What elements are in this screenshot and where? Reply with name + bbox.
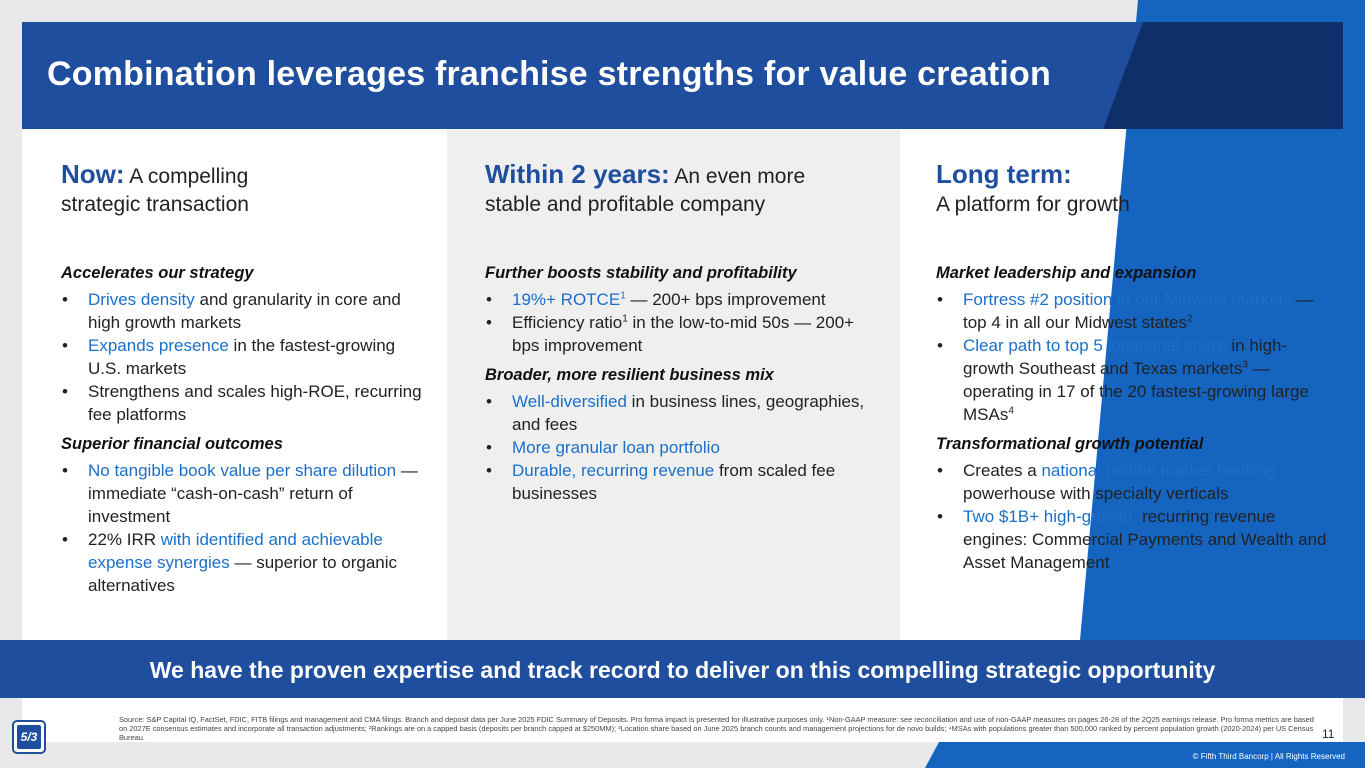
highlight-text: Fortress #2 position in our Midwest mark… — [963, 290, 1292, 309]
bullet-list: Creates a national middle market banking… — [936, 459, 1336, 574]
bullet-list: Drives density and granularity in core a… — [61, 288, 431, 426]
bullet-text: Strengthens and scales high-ROE, recurri… — [88, 382, 422, 424]
bullet-text: — immediate “cash-on-cash” return of inv… — [88, 461, 418, 526]
source-footnote: Source: S&P Capital IQ, FactSet, FDIC, F… — [119, 715, 1314, 742]
section-title: Transformational growth potential — [936, 435, 1204, 453]
list-item: Well-diversified in business lines, geog… — [485, 390, 885, 436]
bullet-text: and granularity in core and high growth … — [88, 290, 401, 332]
list-item: Durable, recurring revenue from scaled f… — [485, 459, 885, 505]
highlight-text: Drives density — [88, 290, 195, 309]
accent-footer-bar — [925, 742, 1365, 768]
bullet-text: in business lines, geographies, and fees — [512, 392, 865, 434]
bullet-text: — superior to organic alternatives — [88, 553, 398, 595]
list-item: More granular loan portfolio — [485, 436, 885, 459]
bullet-text: — operating in 17 of the 20 fastest-grow… — [963, 359, 1309, 424]
banner-text: We have the proven expertise and track r… — [149, 657, 1216, 683]
list-item: 19%+ ROTCE1 — 200+ bps improvement — [485, 288, 885, 311]
bullet-text: in the low-to-mid 50s — 200+ bps improve… — [512, 313, 855, 355]
footnote-marker: 1 — [620, 290, 626, 302]
page-number: 11 — [1322, 727, 1335, 741]
bullet-text: Creates a — [963, 461, 1042, 480]
bullet-text: recurring revenue engines: Commercial Pa… — [963, 507, 1327, 572]
bullet-list: Well-diversified in business lines, geog… — [485, 390, 885, 505]
column-within-2-years: Within 2 years: An even more stable and … — [485, 160, 885, 505]
column-subtitle: A platform for growth — [936, 193, 1130, 216]
bullet-text: Efficiency ratio — [512, 313, 623, 332]
column-lead: Now: — [61, 159, 125, 189]
bullet-list: Fortress #2 position in our Midwest mark… — [936, 288, 1336, 426]
column-heading: Within 2 years: An even more stable and … — [485, 160, 885, 262]
column-heading: Long term: A platform for growth — [936, 160, 1336, 262]
title-bar: Combination leverages franchise strength… — [22, 22, 1343, 129]
list-item: Creates a national middle market banking… — [936, 459, 1336, 505]
list-item: Expands presence in the fastest-growing … — [61, 334, 431, 380]
list-item: Drives density and granularity in core a… — [61, 288, 431, 334]
page-title: Combination leverages franchise strength… — [47, 55, 1051, 93]
bullet-text: powerhouse with specialty verticals — [963, 484, 1229, 503]
column-heading: Now: A compelling strategic transaction — [61, 160, 431, 262]
column-subtitle: strategic transaction — [61, 193, 249, 216]
bullet-text: — top 4 in all our Midwest states — [963, 290, 1314, 332]
highlight-text: with identified and achievable expense s… — [88, 530, 383, 572]
highlight-text: Expands presence — [88, 336, 229, 355]
logo-mark: 5/3 — [17, 725, 41, 749]
highlight-text: Durable, recurring revenue — [512, 461, 715, 480]
footnote-marker: 4 — [1008, 405, 1014, 417]
section-title: Accelerates our strategy — [61, 264, 254, 282]
bullet-list: No tangible book value per share dilutio… — [61, 459, 431, 597]
fifth-third-logo: 5/3 — [12, 720, 46, 754]
list-item: 22% IRR with identified and achievable e… — [61, 528, 431, 597]
column-lead: Long term: — [936, 159, 1072, 189]
bullet-text: 22% IRR — [88, 530, 161, 549]
bullet-text: in the fastest-growing U.S. markets — [88, 336, 396, 378]
highlight-text: Two $1B+ high-growth, — [963, 507, 1138, 526]
column-long-term: Long term: A platform for growth Market … — [936, 160, 1336, 574]
footnote-marker: 2 — [1186, 313, 1193, 325]
list-item: Fortress #2 position in our Midwest mark… — [936, 288, 1336, 334]
highlight-text: Well-diversified — [512, 392, 627, 411]
column-subtitle: stable and profitable company — [485, 193, 766, 216]
list-item: Clear path to top 5 locational share in … — [936, 334, 1336, 426]
copyright-text: © Fifth Third Bancorp | All Rights Reser… — [1192, 752, 1345, 761]
conclusion-banner: We have the proven expertise and track r… — [0, 640, 1365, 698]
section-title: Superior financial outcomes — [61, 435, 283, 453]
footnote-marker: 1 — [622, 313, 628, 325]
column-now: Now: A compelling strategic transaction … — [61, 160, 431, 597]
section-title: Further boosts stability and profitabili… — [485, 264, 797, 282]
bullet-text: in high-growth Southeast and Texas marke… — [963, 336, 1288, 378]
list-item: Two $1B+ high-growth, recurring revenue … — [936, 505, 1336, 574]
list-item: No tangible book value per share dilutio… — [61, 459, 431, 528]
highlight-text: Clear path to top 5 locational share — [963, 336, 1227, 355]
list-item: Strengthens and scales high-ROE, recurri… — [61, 380, 431, 426]
highlight-text: 19%+ ROTCE — [512, 290, 621, 309]
title-bar-accent — [1103, 22, 1343, 129]
highlight-text: No tangible book value per share dilutio… — [88, 461, 397, 480]
highlight-text: More granular loan portfolio — [512, 438, 720, 457]
bullet-text: from scaled fee businesses — [512, 461, 836, 503]
column-subtitle: An even more — [669, 165, 806, 188]
bullet-list: 19%+ ROTCE1 — 200+ bps improvement Effic… — [485, 288, 885, 357]
middle-column-background — [447, 129, 900, 640]
footnote-marker: 3 — [1242, 359, 1248, 371]
bullet-text: — 200+ bps improvement — [625, 290, 826, 309]
column-subtitle: A compelling — [124, 165, 249, 188]
section-title: Market leadership and expansion — [936, 264, 1197, 282]
column-lead: Within 2 years: — [485, 159, 670, 189]
highlight-text: national middle market banking — [1041, 461, 1277, 480]
section-title: Broader, more resilient business mix — [485, 366, 774, 384]
list-item: Efficiency ratio1 in the low-to-mid 50s … — [485, 311, 885, 357]
